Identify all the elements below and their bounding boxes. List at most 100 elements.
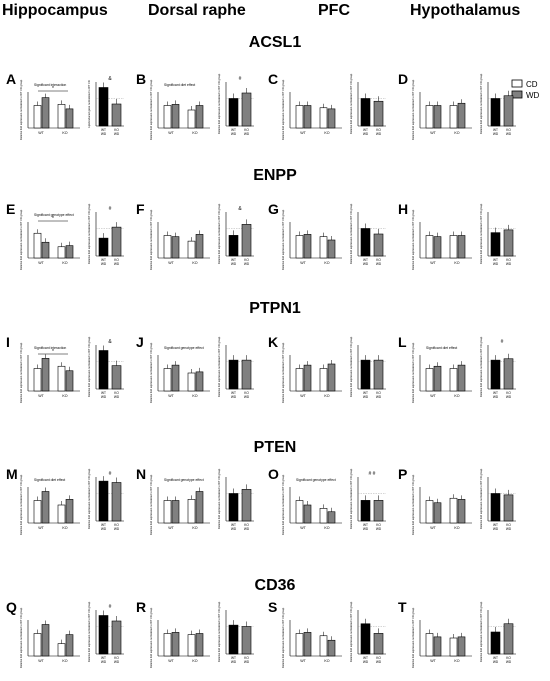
pair-bar-ko-wd bbox=[373, 233, 384, 257]
bar-wt-cd bbox=[295, 105, 304, 129]
pair-x-tick-label: KO bbox=[376, 656, 381, 660]
bar-wt-wd bbox=[171, 632, 180, 657]
bar-ko-wd bbox=[327, 639, 336, 657]
bar-ko-wd bbox=[195, 633, 204, 657]
pair-x-tick-label: WD bbox=[376, 527, 382, 531]
y-axis-label: Relative fold expression normalized to W… bbox=[281, 342, 285, 403]
pair-x-tick-label: KO bbox=[376, 391, 381, 395]
panel-letter: T bbox=[398, 599, 407, 615]
bar-ko-cd bbox=[187, 109, 196, 129]
panel-l: L Relative fold expression normalized to … bbox=[398, 334, 516, 403]
pair-x-tick-label: KO bbox=[114, 128, 119, 132]
bar-ko-cd bbox=[187, 240, 196, 259]
pair-bar-wt-wd bbox=[98, 237, 109, 257]
pair-bar-wt-wd bbox=[228, 98, 239, 127]
panel-letter: S bbox=[268, 599, 277, 615]
pair-x-tick-label: WT bbox=[101, 656, 106, 660]
x-tick-label: KO bbox=[62, 526, 67, 530]
pair-y-axis-label: Relative fold expression normalized to W… bbox=[349, 601, 353, 662]
pair-bar-wt-wd bbox=[360, 359, 371, 390]
bar-ko-wd bbox=[327, 363, 336, 392]
pair-bar-ko-wd bbox=[373, 100, 384, 127]
y-axis-label: Relative fold expression normalized to W… bbox=[19, 342, 23, 403]
pair-x-tick-label: WT bbox=[101, 258, 106, 262]
pair-x-tick-label: WD bbox=[114, 262, 120, 266]
pair-significance-mark: # bbox=[109, 604, 112, 610]
bar-ko-wd bbox=[457, 102, 466, 129]
x-tick-label: KO bbox=[192, 131, 197, 135]
bar-wt-cd bbox=[295, 235, 304, 259]
x-tick-label: KO bbox=[454, 261, 459, 265]
gene-title: PTEN bbox=[254, 439, 297, 456]
legend-swatch-cd bbox=[511, 79, 523, 88]
pair-bar-ko-wd bbox=[111, 103, 122, 127]
pair-x-tick-label: WT bbox=[493, 258, 498, 262]
x-tick-label: WT bbox=[168, 261, 174, 265]
x-tick-label: KO bbox=[324, 261, 329, 265]
bar-ko-cd bbox=[57, 643, 66, 657]
y-axis-label: Relative fold expression normalized to W… bbox=[281, 607, 285, 668]
pair-x-tick-label: WD bbox=[101, 660, 107, 664]
pair-x-tick-label: WD bbox=[244, 660, 250, 664]
panel-i: I Relative fold expression normalized to … bbox=[6, 334, 124, 403]
pair-x-tick-label: WD bbox=[506, 660, 512, 664]
bar-wt-wd bbox=[433, 502, 442, 524]
pair-bar-wt-wd bbox=[360, 228, 371, 257]
bar-wt-cd bbox=[33, 633, 42, 657]
pair-y-axis-label: Relative fold expression normalized to W… bbox=[87, 468, 91, 529]
pair-y-axis-label: Relative fold expression normalized to W… bbox=[479, 203, 483, 264]
pair-bar-ko-wd bbox=[241, 626, 252, 655]
legend: CD WD bbox=[511, 79, 540, 100]
bar-ko-cd bbox=[319, 635, 328, 657]
panel-letter: F bbox=[136, 201, 145, 217]
pair-bar-ko-wd bbox=[503, 229, 514, 257]
bar-ko-wd bbox=[327, 511, 336, 524]
pair-x-tick-label: WT bbox=[363, 656, 368, 660]
bar-ko-cd bbox=[319, 236, 328, 259]
pair-y-axis-label: Relative fold expression normalized to W… bbox=[87, 601, 91, 662]
pair-x-tick-label: WD bbox=[231, 527, 237, 531]
pair-x-tick-label: WD bbox=[493, 395, 499, 399]
pair-bar-ko-wd bbox=[111, 226, 122, 257]
pair-x-tick-label: WT bbox=[231, 656, 236, 660]
panel-note: Significant genotype effect bbox=[164, 346, 204, 350]
x-tick-label: WT bbox=[168, 526, 174, 530]
pair-x-tick-label: WD bbox=[363, 660, 369, 664]
pair-x-tick-label: WD bbox=[114, 660, 120, 664]
y-axis-label: Relative fold expression normalized to W… bbox=[281, 474, 285, 535]
y-axis-label: Relative fold expression normalized to W… bbox=[149, 607, 153, 668]
x-tick-label: WT bbox=[430, 131, 436, 135]
bar-ko-cd bbox=[57, 365, 66, 392]
y-axis-label: Relative fold expression normalized to W… bbox=[411, 607, 415, 668]
bar-ko-cd bbox=[57, 504, 66, 524]
x-tick-label: KO bbox=[192, 394, 197, 398]
x-tick-label: KO bbox=[192, 526, 197, 530]
y-axis-label: Relative fold expression normalized to W… bbox=[19, 474, 23, 535]
bar-wt-cd bbox=[295, 368, 304, 392]
pair-y-axis-label: Relative fold expression normalized to W… bbox=[217, 73, 221, 134]
pair-significance-mark: & bbox=[238, 206, 242, 212]
bar-wt-cd bbox=[425, 368, 434, 392]
gene-title: ACSL1 bbox=[249, 34, 302, 51]
bar-wt-wd bbox=[433, 636, 442, 657]
bar-ko-wd bbox=[65, 245, 74, 259]
pair-y-axis-label: Relative fold expression normalized to W… bbox=[349, 336, 353, 397]
gene-title: ENPP bbox=[253, 167, 297, 184]
x-tick-label: WT bbox=[38, 261, 44, 265]
pair-x-tick-label: KO bbox=[376, 523, 381, 527]
pair-x-tick-label: WD bbox=[244, 527, 250, 531]
x-tick-label: KO bbox=[62, 394, 67, 398]
pair-y-axis-label: Relative fold expression normalized to W… bbox=[349, 203, 353, 264]
column-headers: Hippocampus Dorsal raphe PFC Hypothalamu… bbox=[2, 2, 520, 19]
bar-ko-wd bbox=[457, 636, 466, 657]
bar-wt-cd bbox=[295, 633, 304, 657]
panel-letter: N bbox=[136, 466, 146, 482]
bar-wt-cd bbox=[33, 500, 42, 524]
pair-y-axis-label: Lipid-induced gene normalized to WT CD bbox=[87, 80, 91, 128]
